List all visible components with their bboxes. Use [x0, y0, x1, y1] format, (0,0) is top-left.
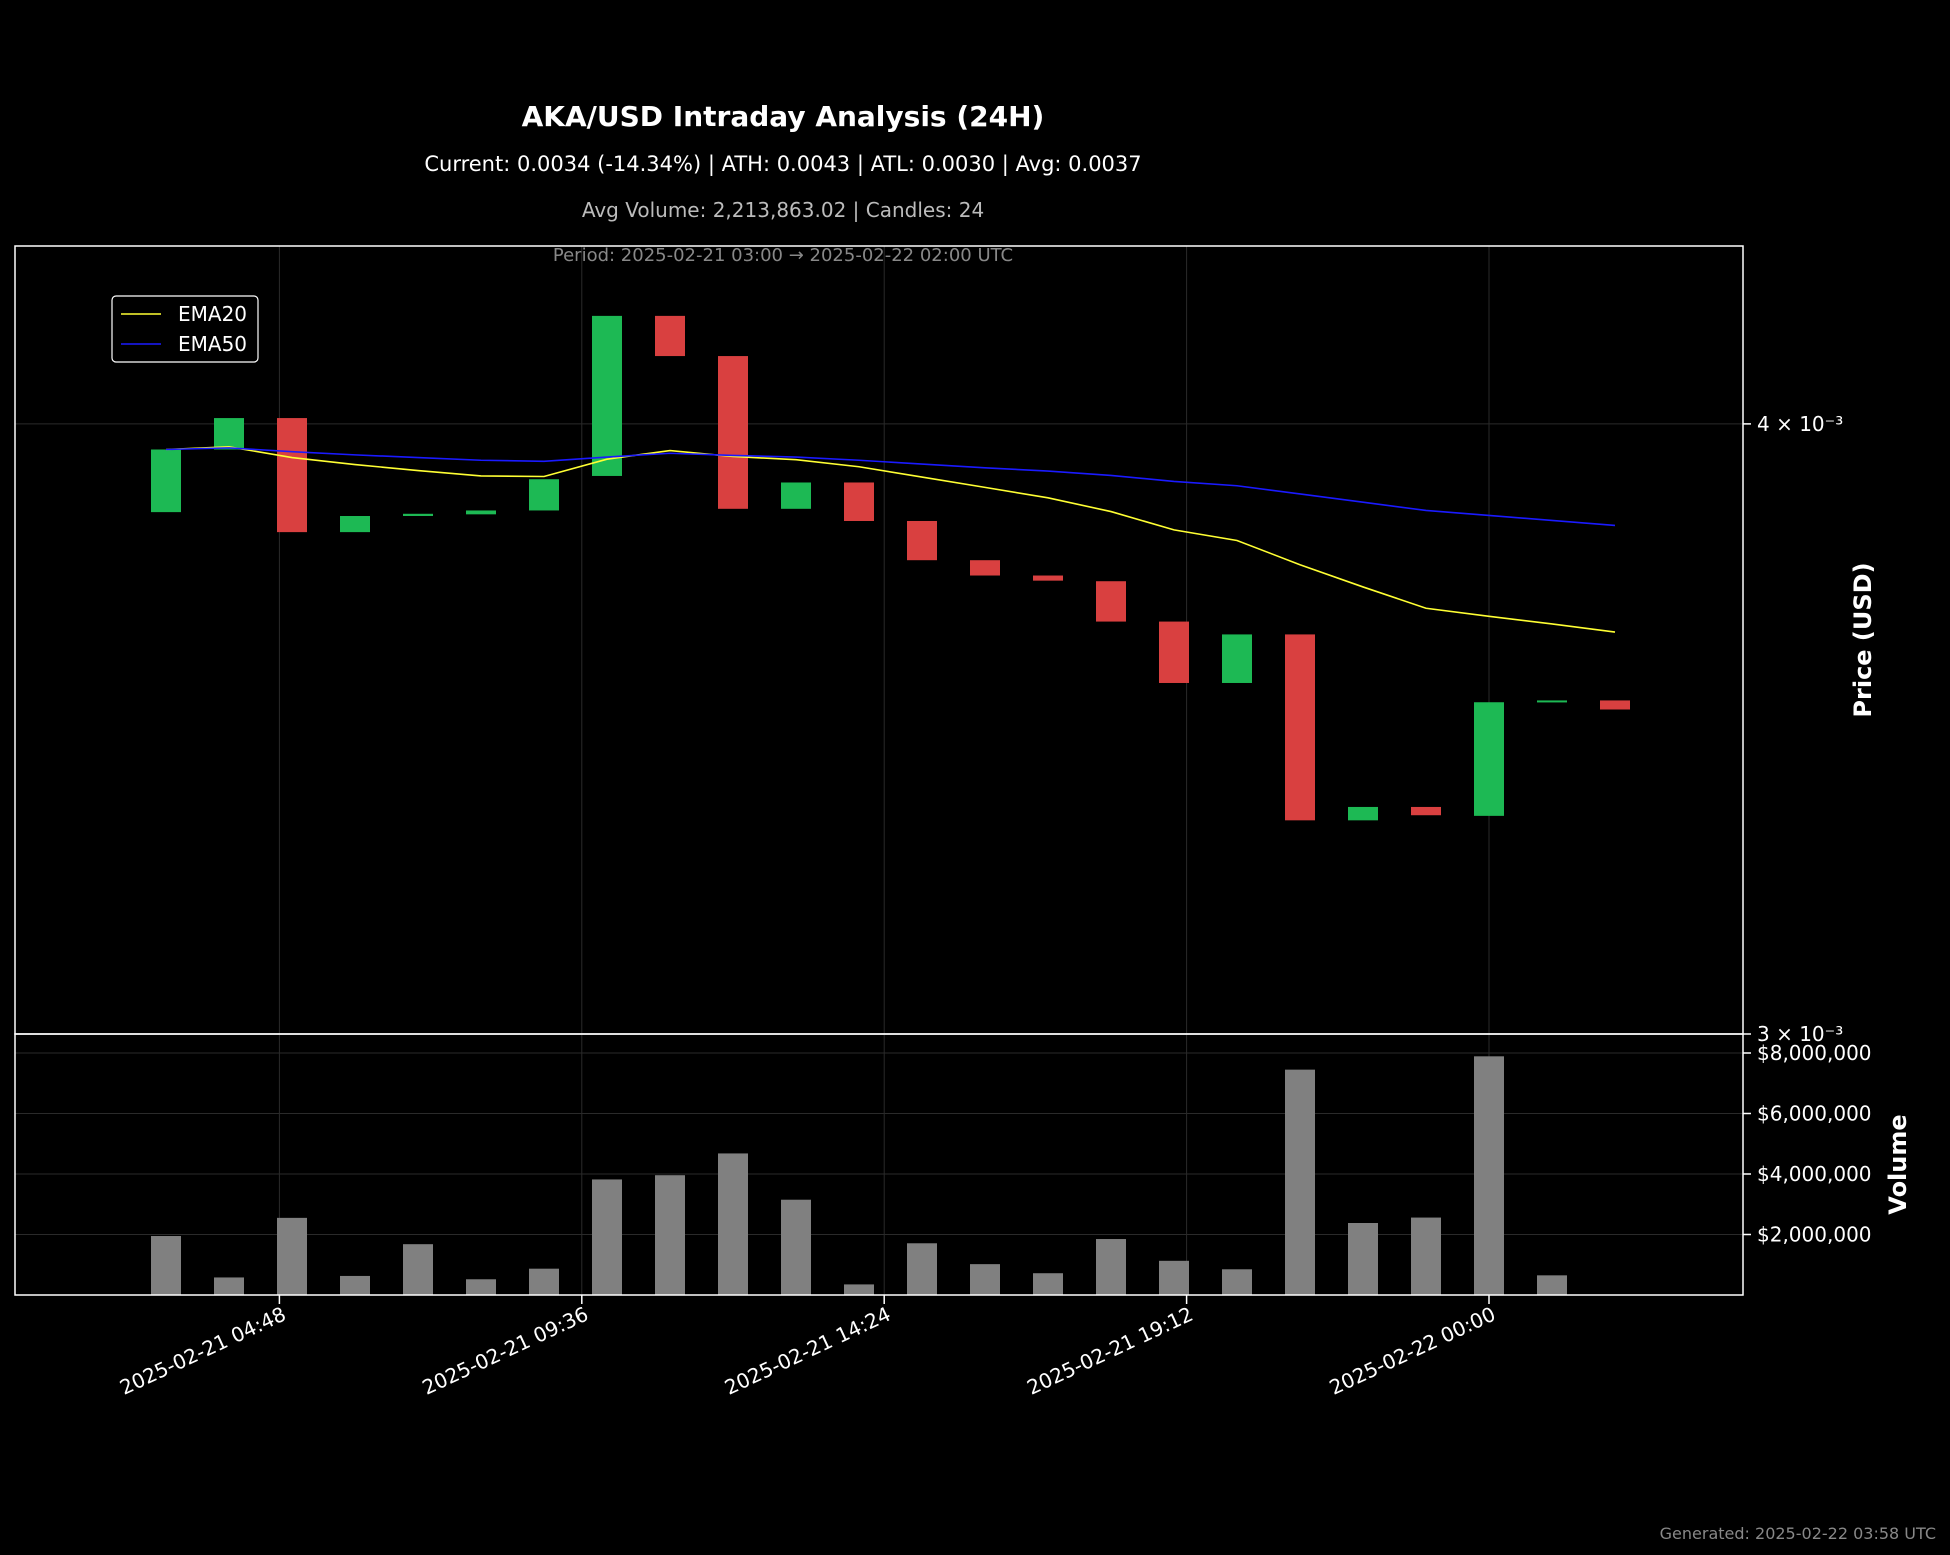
price-tick-label: 4 × 10⁻³ — [1757, 412, 1843, 436]
volume-bar — [1474, 1056, 1504, 1295]
ema50-line — [165, 447, 1616, 527]
axes: 2025-02-21 04:48 2025-02-21 09:36 2025-02-… — [116, 412, 1912, 1400]
ema20-line — [165, 446, 1616, 633]
volume-tick-label: $8,000,000 — [1757, 1041, 1872, 1065]
candle-down — [1033, 575, 1063, 581]
candle-up — [151, 449, 181, 513]
x-tick-label: 2025-02-22 00:00 — [1326, 1302, 1499, 1400]
candle-down — [907, 520, 937, 561]
volume-bar — [844, 1284, 874, 1295]
volume-bar — [340, 1275, 370, 1295]
candle-down — [970, 560, 1000, 576]
candle-up — [1348, 806, 1378, 821]
chart-subtitle: Current: 0.0034 (-14.34%) | ATH: 0.0043 … — [424, 152, 1142, 176]
candle-up — [529, 479, 559, 511]
legend-entry: EMA20 — [178, 302, 247, 326]
chart-title: AKA/USD Intraday Analysis (24H) — [521, 100, 1045, 133]
volume-bar — [655, 1175, 685, 1295]
candle-down — [1159, 621, 1189, 683]
volume-tick-label: $2,000,000 — [1757, 1223, 1872, 1247]
candle-down — [844, 482, 874, 521]
volume-tick-label: $6,000,000 — [1757, 1102, 1872, 1126]
volume-bar — [214, 1277, 244, 1295]
candle-down — [1285, 634, 1315, 821]
candle-down — [1411, 806, 1441, 816]
volume-panel-frame — [14, 1033, 1744, 1296]
candle-up — [1537, 700, 1567, 703]
price-tick-label: 3 × 10⁻³ — [1757, 1022, 1843, 1046]
candle-up — [781, 482, 811, 509]
candle-down — [1600, 700, 1630, 710]
price-axis-label: Price (USD) — [1849, 562, 1877, 717]
candle-up — [214, 418, 244, 450]
ema-lines — [165, 446, 1616, 633]
volume-bar — [1285, 1069, 1315, 1295]
volume-bar — [592, 1179, 622, 1295]
volume-bar — [1411, 1217, 1441, 1295]
volume-bar — [907, 1243, 937, 1295]
x-tick-label: 2025-02-21 19:12 — [1023, 1302, 1196, 1400]
volume-bar — [1537, 1275, 1567, 1295]
candle-up — [403, 513, 433, 516]
legend-box — [111, 295, 259, 363]
volume-bar — [151, 1236, 181, 1295]
candle-down — [1096, 581, 1126, 622]
volume-bars — [151, 1056, 1567, 1295]
candle-down — [277, 418, 307, 533]
volume-bar — [277, 1217, 307, 1295]
price-panel-frame — [14, 245, 1744, 1035]
chart-period: Period: 2025-02-21 03:00 → 2025-02-22 02… — [552, 245, 1014, 266]
legend-entry: EMA50 — [178, 332, 247, 356]
volume-bar — [466, 1279, 496, 1295]
candle-up — [466, 510, 496, 515]
candle-up — [1474, 702, 1504, 816]
volume-bar — [970, 1264, 1000, 1295]
volume-bar — [403, 1244, 433, 1295]
volume-bar — [781, 1199, 811, 1295]
candle-up — [1222, 634, 1252, 683]
candle-down — [655, 315, 685, 357]
volume-bar — [1159, 1260, 1189, 1295]
volume-bar — [1222, 1269, 1252, 1295]
candle-up — [592, 315, 622, 476]
volume-bar — [1096, 1239, 1126, 1295]
generated-timestamp: Generated: 2025-02-22 03:58 UTC — [1659, 1524, 1936, 1543]
volume-tick-label: $4,000,000 — [1757, 1162, 1872, 1186]
x-tick-label: 2025-02-21 09:36 — [418, 1302, 591, 1400]
chart-stats: Avg Volume: 2,213,863.02 | Candles: 24 — [581, 198, 985, 222]
volume-axis-label: Volume — [1884, 1114, 1912, 1214]
candles — [151, 315, 1630, 821]
x-tick-label: 2025-02-21 04:48 — [116, 1302, 289, 1400]
candle-up — [340, 515, 370, 533]
candle-down — [718, 356, 748, 509]
volume-bar — [1348, 1223, 1378, 1295]
volume-bar — [718, 1153, 748, 1295]
legend: EMA20 EMA50 — [111, 295, 259, 363]
volume-bar — [529, 1268, 559, 1295]
x-tick-label: 2025-02-21 14:24 — [721, 1302, 894, 1400]
volume-bar — [1033, 1273, 1063, 1295]
